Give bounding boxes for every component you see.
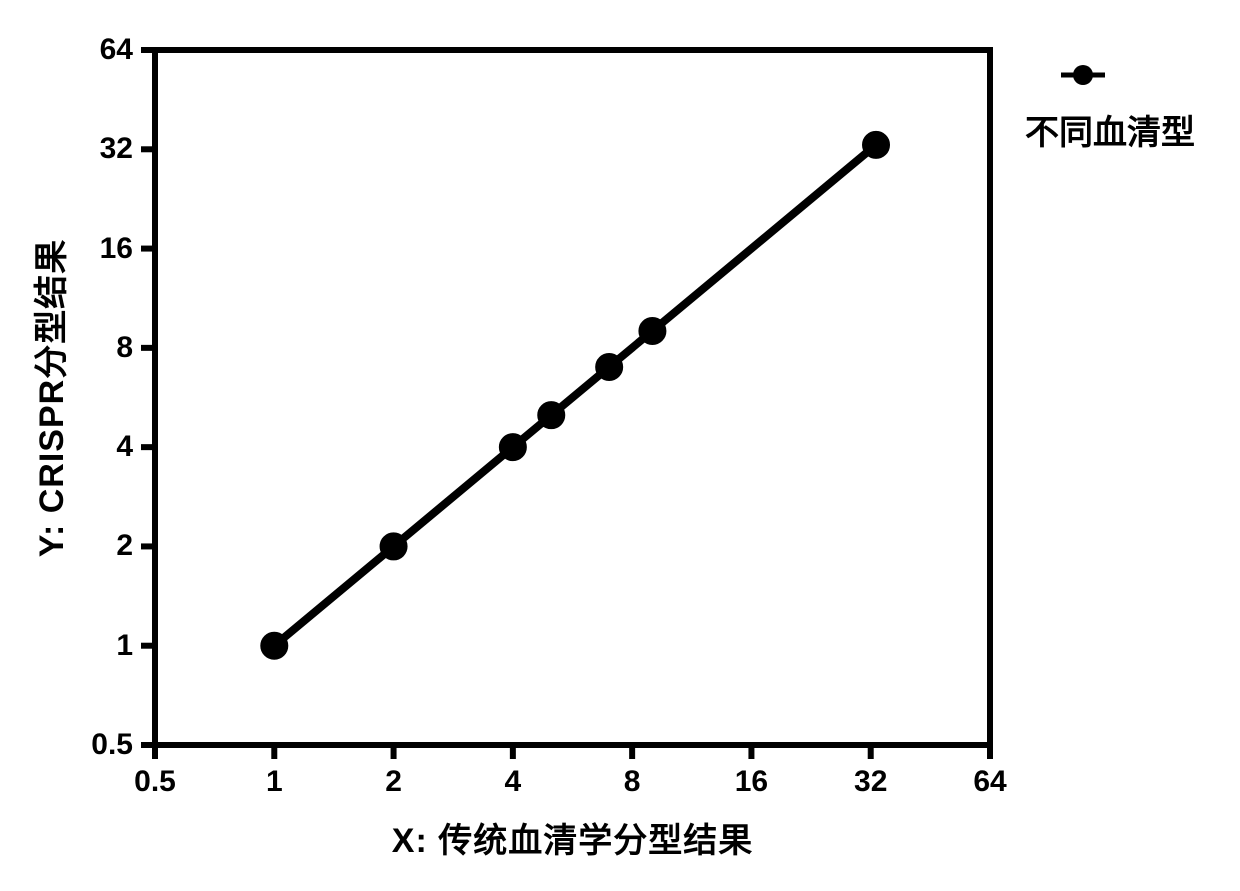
y-tick-label: 16 xyxy=(100,232,133,266)
y-tick-label: 0.5 xyxy=(91,728,133,762)
y-tick-label: 8 xyxy=(116,331,133,365)
x-tick-label: 4 xyxy=(505,765,522,799)
y-tick-label: 4 xyxy=(116,430,133,464)
y-tick-label: 1 xyxy=(116,629,133,663)
y-axis-label: Y: CRISPR分型结果 xyxy=(24,238,73,556)
y-tick-label: 64 xyxy=(100,33,133,67)
y-tick-label: 2 xyxy=(116,529,133,563)
x-tick-label: 16 xyxy=(735,765,768,799)
x-tick-label: 32 xyxy=(854,765,887,799)
x-tick-label: 8 xyxy=(624,765,641,799)
x-tick-label: 0.5 xyxy=(134,765,176,799)
x-tick-label: 2 xyxy=(385,765,402,799)
x-tick-label: 1 xyxy=(266,765,283,799)
legend-label: 不同血清型 xyxy=(1025,105,1195,154)
chart-stage: 0.5 1 2 4 8 16 32 64 0.5 1 2 4 8 16 32 64 X: 传统血清学分型结果… xyxy=(0,0,1240,891)
x-axis-label: X: 传统血清学分型结果 xyxy=(392,813,753,862)
x-tick-label: 64 xyxy=(973,765,1006,799)
y-tick-label: 32 xyxy=(100,132,133,166)
